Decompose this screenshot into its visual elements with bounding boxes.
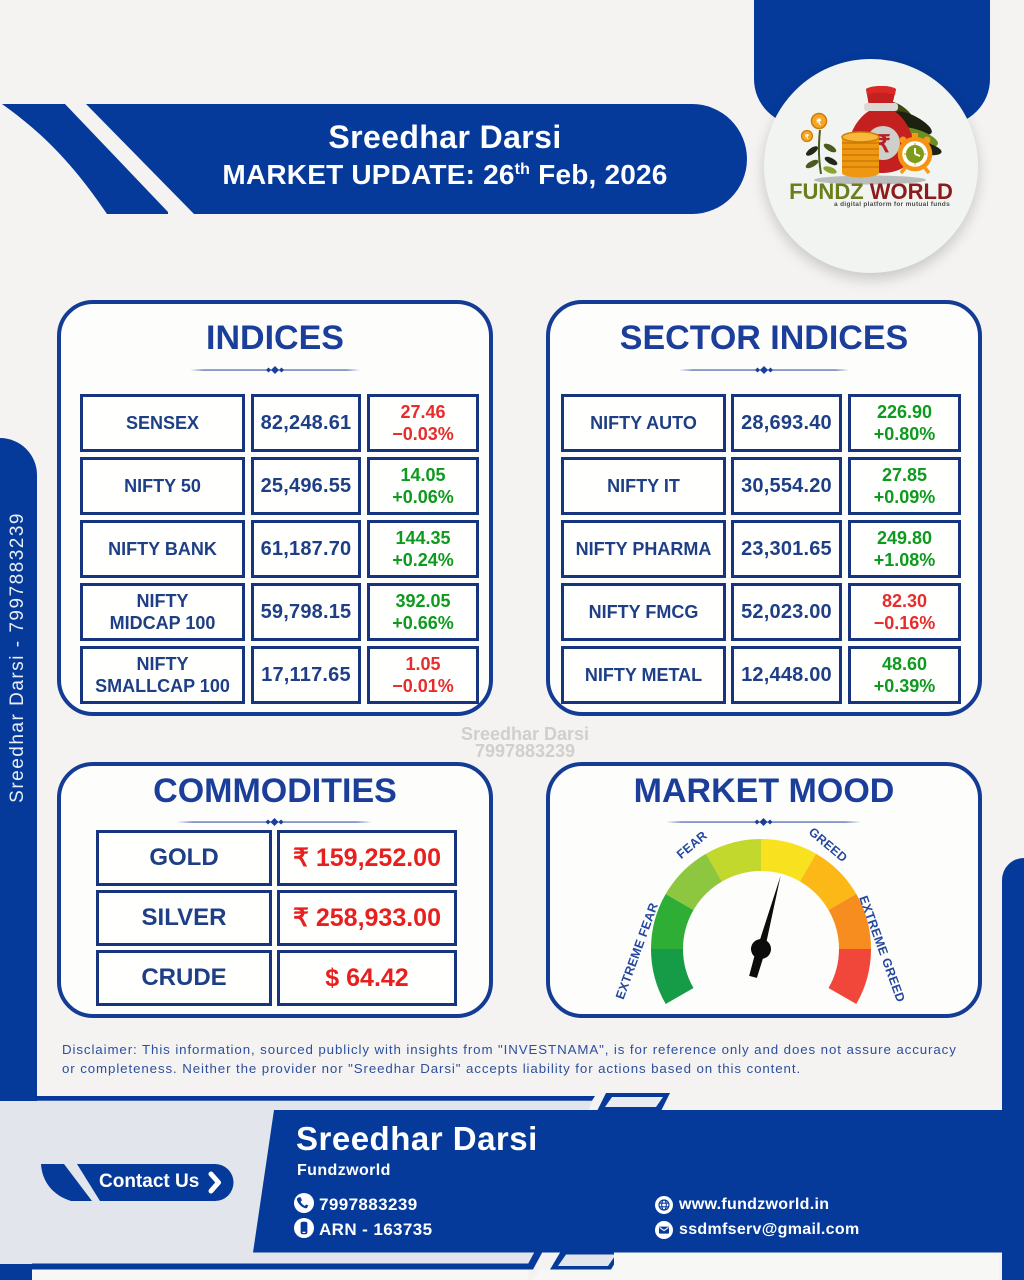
svg-text:₹: ₹ [805, 133, 810, 141]
svg-text:₹: ₹ [816, 117, 822, 127]
